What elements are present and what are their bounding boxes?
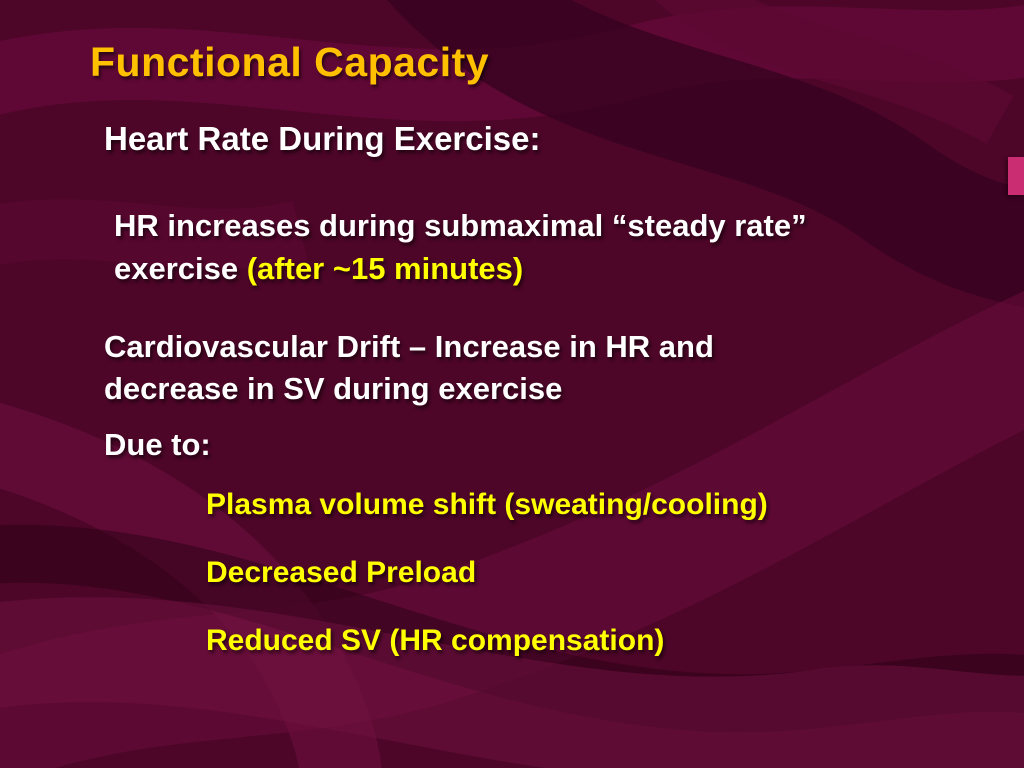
paragraph-cardiovascular-drift: Cardiovascular Drift – Increase in HR an… [104, 329, 714, 406]
paragraph-due-to: Due to: [104, 427, 211, 462]
bullet-list: Plasma volume shift (sweating/cooling) D… [206, 488, 768, 692]
paragraph-hr-increase: HR increases during submaximal “steady r… [114, 205, 814, 291]
edge-accent-bar [1008, 157, 1024, 195]
bullet-decreased-preload: Decreased Preload [206, 556, 477, 589]
bullet-reduced-sv: Reduced SV (HR compensation) [206, 624, 665, 657]
paragraph-hr-increase-text: HR increases during submaximal “steady r… [114, 208, 807, 286]
bullet-plasma-volume: Plasma volume shift (sweating/cooling) [206, 488, 768, 521]
slide-title: Functional Capacity [90, 39, 490, 85]
section-heading: Heart Rate During Exercise: [104, 120, 541, 157]
paragraph-hr-increase-highlight: (after ~15 minutes) [246, 250, 524, 286]
